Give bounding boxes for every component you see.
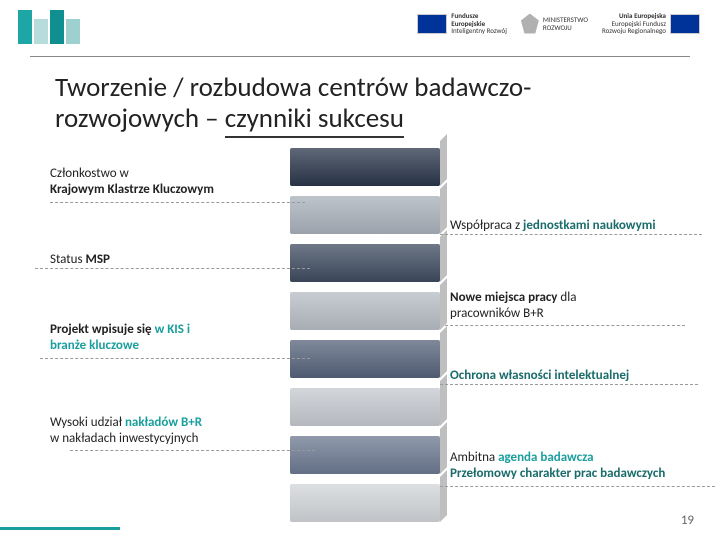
- connector-line: [70, 450, 315, 451]
- stack-slab: [290, 244, 440, 282]
- factor-label: Nowe miejsca pracy dlapracowników B+R: [450, 290, 710, 323]
- factor-label: Status MSP: [50, 252, 285, 268]
- stack-slab: [290, 388, 440, 426]
- connector-line: [50, 202, 305, 203]
- flag-eu-icon: [417, 14, 447, 34]
- factor-label: Projekt wpisuje się w KIS ibranże kluczo…: [50, 322, 285, 355]
- factor-label: Ambitna agenda badawczaPrzełomowy charak…: [450, 450, 710, 483]
- factor-label: Ochrona własności intelektualnej: [450, 368, 710, 384]
- logos-row: Fundusze Europejskie Inteligentny Rozwój…: [417, 12, 700, 35]
- connector-line: [35, 268, 310, 269]
- logo-fe: Fundusze Europejskie Inteligentny Rozwój: [417, 12, 507, 35]
- factor-label: Współpraca z jednostkami naukowymi: [450, 218, 710, 234]
- stack-slab: [290, 292, 440, 330]
- logo-mr: MINISTERSTWO ROZWOJU: [521, 14, 588, 34]
- page-title: Tworzenie / rozbudowa centrów badawczo- …: [55, 72, 645, 134]
- eagle-icon: [521, 14, 539, 34]
- header-divider: [30, 56, 690, 57]
- decor-bars: [18, 10, 82, 44]
- logo-mr-text: MINISTERSTWO ROZWOJU: [543, 16, 588, 31]
- flag-eu-icon: [670, 14, 700, 34]
- connector-line: [440, 486, 715, 487]
- logo-ue: Unia Europejska Europejski Fundusz Rozwo…: [602, 12, 700, 35]
- layer-stack: [290, 148, 440, 508]
- page-number: 19: [681, 513, 694, 528]
- stack-slab: [290, 148, 440, 186]
- connector-line: [445, 325, 685, 326]
- factor-label: Wysoki udział nakładów B+Rw nakładach in…: [50, 415, 285, 448]
- stack-slab: [290, 196, 440, 234]
- factor-label: Członkostwo wKrajowym Klastrze Kluczowym: [50, 166, 285, 199]
- stack-slab: [290, 484, 440, 522]
- header: Fundusze Europejskie Inteligentny Rozwój…: [0, 0, 720, 60]
- connector-line: [440, 234, 702, 235]
- logo-ue-text: Unia Europejska Europejski Fundusz Rozwo…: [602, 12, 666, 35]
- stack-slab: [290, 436, 440, 474]
- connector-line: [440, 384, 698, 385]
- connector-line: [40, 358, 310, 359]
- stack-slab: [290, 340, 440, 378]
- bottom-accent-bar: [0, 527, 120, 530]
- logo-fe-text: Fundusze Europejskie Inteligentny Rozwój: [451, 12, 507, 35]
